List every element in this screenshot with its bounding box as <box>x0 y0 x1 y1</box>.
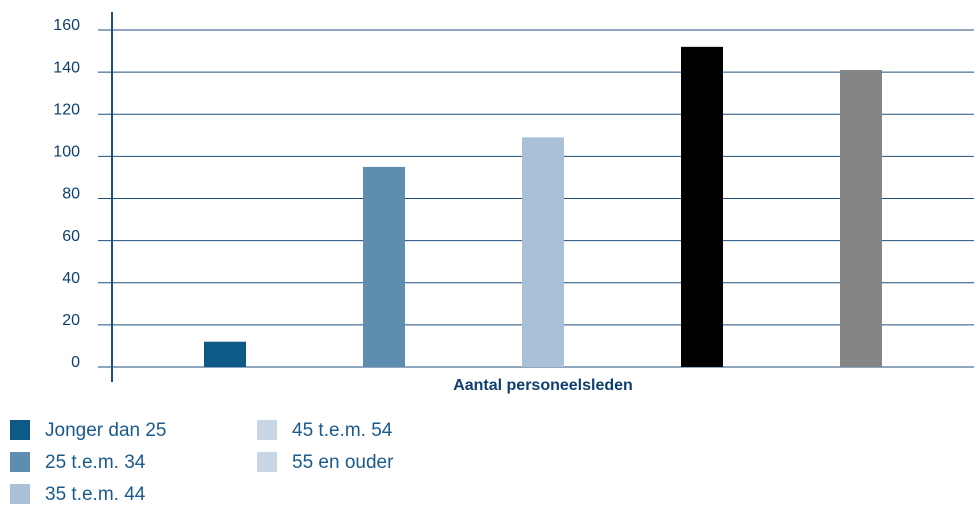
y-tick-label: 140 <box>53 59 80 76</box>
y-tick-label: 60 <box>62 228 80 245</box>
y-tick-label: 40 <box>62 270 80 287</box>
legend-label: 45 t.e.m. 54 <box>292 420 393 441</box>
y-tick-label: 80 <box>62 186 80 203</box>
bar <box>522 137 564 367</box>
y-tick-label: 160 <box>53 17 80 34</box>
y-tick-label: 100 <box>53 144 80 161</box>
legend-swatch <box>10 452 30 472</box>
legend-swatch <box>257 452 277 472</box>
x-axis-label: Aantal personeelsleden <box>453 377 633 394</box>
y-tick-label: 0 <box>71 354 80 371</box>
legend-swatch <box>10 484 30 504</box>
y-tick-label: 120 <box>53 101 80 118</box>
legend-label: 25 t.e.m. 34 <box>45 452 146 473</box>
bar <box>681 46 723 367</box>
legend-label: 35 t.e.m. 44 <box>45 484 146 505</box>
legend-swatch <box>10 420 30 440</box>
y-tick-label: 20 <box>62 312 80 329</box>
legend-label: Jonger dan 25 <box>45 420 167 441</box>
legend-swatch <box>257 420 277 440</box>
bar <box>840 70 882 368</box>
legend-label: 55 en ouder <box>292 452 394 473</box>
bar <box>204 341 246 367</box>
bar <box>363 166 405 367</box>
